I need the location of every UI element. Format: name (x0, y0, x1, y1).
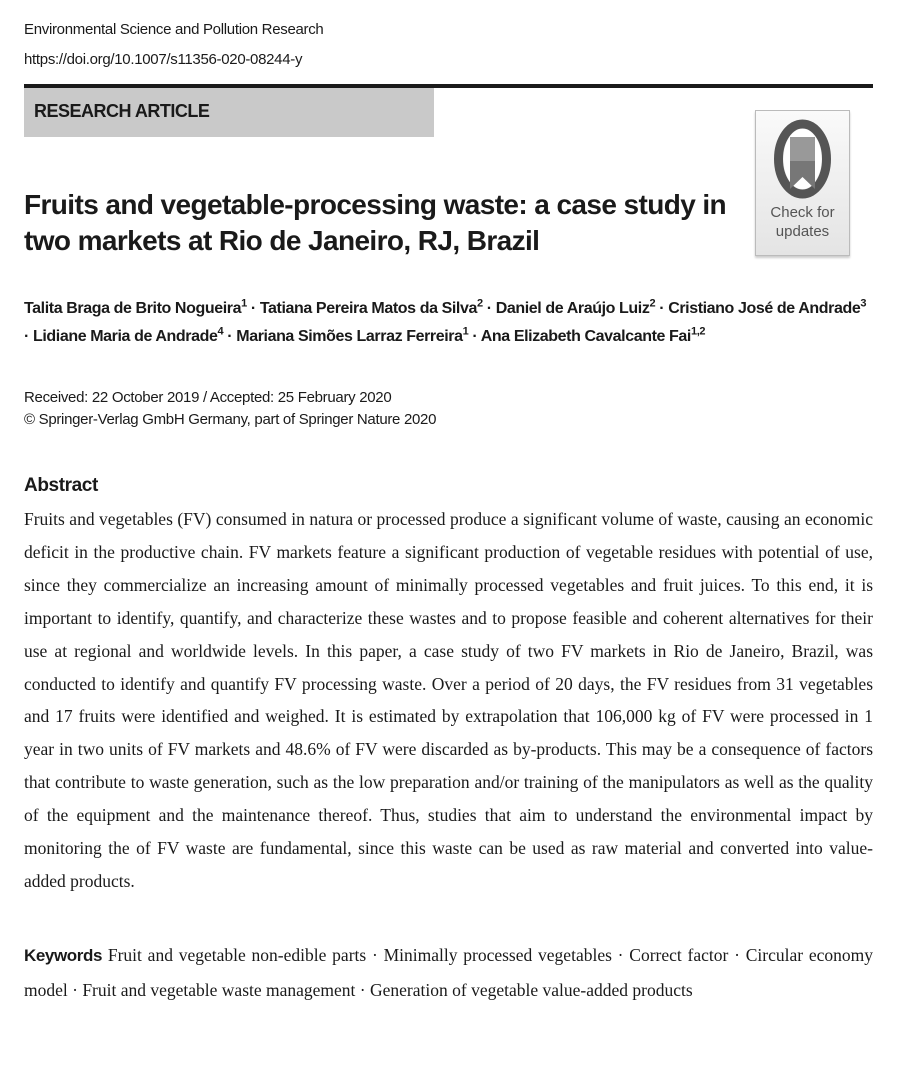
author-name: Ana Elizabeth Cavalcante Fai (480, 328, 692, 345)
abstract-line: processing waste. Over a period of 20 da… (24, 673, 874, 727)
author-affiliation: 1 (462, 325, 469, 338)
journal-name: Environmental Science and Pollution Rese… (24, 21, 324, 38)
title-line-1: Fruits and vegetable-processing waste: a… (24, 189, 727, 256)
abstract-line: material and converted into value-added … (24, 838, 873, 891)
doi-link[interactable]: https://doi.org/10.1007/s11356-020-08244… (24, 51, 303, 68)
author[interactable]: Tatiana Pereira Matos da Silva2 (259, 297, 483, 317)
author-affiliation: 4 (217, 325, 224, 338)
author[interactable]: Ana Elizabeth Cavalcante Fai1,2 (480, 325, 706, 345)
abstract-line: and/or training of the manipulators as w… (24, 772, 874, 826)
badge-line-2: updates (775, 223, 830, 240)
abstract-line: commercialize an increasing amount of mi… (24, 574, 874, 628)
badge-line-1: Check for (770, 204, 835, 221)
author[interactable]: Lidiane Maria de Andrade4 (32, 325, 224, 345)
author-name: Lidiane Maria de Andrade (32, 328, 218, 345)
header-rule (24, 84, 873, 88)
paper-title: Fruits and vegetable-processing waste: a… (24, 187, 744, 259)
article-type: RESEARCH ARTICLE (34, 101, 210, 121)
author-affiliation: 2 (649, 297, 656, 310)
article-type-box: RESEARCH ARTICLE (24, 88, 434, 137)
author-name: Tatiana Pereira Matos da Silva (259, 300, 478, 317)
keywords: Keywords Fruit and vegetable non-edible … (24, 938, 873, 1007)
abstract-body: Fruits and vegetables (FV) consumed in n… (24, 503, 873, 898)
author[interactable]: Cristiano José de Andrade3 (668, 297, 867, 317)
author-name: Talita Braga de Brito Nogueira (24, 300, 242, 317)
keywords-line: and vegetable waste management · Generat… (120, 979, 693, 1000)
author-name: Mariana Simões Larraz Ferreira (236, 328, 463, 345)
abstract-line: levels. In this paper, a case study of t… (24, 640, 874, 694)
author-name: Daniel de Araújo Luiz (495, 300, 650, 317)
author-affiliation: 2 (476, 297, 483, 310)
author[interactable]: Mariana Simões Larraz Ferreira1 (236, 325, 469, 345)
author-list: Talita Braga de Brito Nogueira1 · Tatian… (24, 297, 867, 345)
author[interactable]: Talita Braga de Brito Nogueira1 (24, 297, 247, 317)
received-accepted: Received: 22 October 2019 / Accepted: 25… (24, 389, 392, 406)
abstract-line: discarded as by-products. This may be a … (24, 739, 874, 793)
title-line-2: at Rio de Janeiro, RJ, Brazil (187, 225, 540, 256)
abstract-line: quantify, and characterize these wastes … (24, 607, 873, 661)
author-affiliation: 1,2 (690, 325, 706, 338)
copyright: © Springer-Verlag GmbH Germany, part of … (24, 411, 437, 428)
keywords-label: Keywords (24, 945, 103, 965)
abstract-heading: Abstract (24, 475, 98, 496)
check-for-updates-button[interactable]: Check for updates (755, 110, 850, 256)
abstract-line: estimated by extrapolation that 106,000 … (24, 706, 874, 760)
keywords-line: Fruit and vegetable non-edible parts · M… (24, 944, 874, 1000)
abstract-line: understand the environmental impact by m… (24, 805, 874, 859)
paper-page: Environmental Science and Pollution Rese… (24, 21, 873, 1007)
abstract-line: Fruits and vegetables (FV) consumed in n… (24, 509, 873, 562)
abstract-line: in the productive chain. FV markets feat… (24, 541, 874, 595)
article-dates: Received: 22 October 2019 / Accepted: 25… (24, 387, 873, 431)
badge-label: Check for updates (756, 203, 849, 241)
crossmark-icon (774, 119, 831, 199)
author-name: Cristiano José de Andrade (668, 300, 861, 317)
author-affiliation: 3 (860, 297, 867, 310)
author-affiliation: 1 (241, 297, 247, 310)
author[interactable]: Daniel de Araújo Luiz2 (495, 297, 656, 317)
